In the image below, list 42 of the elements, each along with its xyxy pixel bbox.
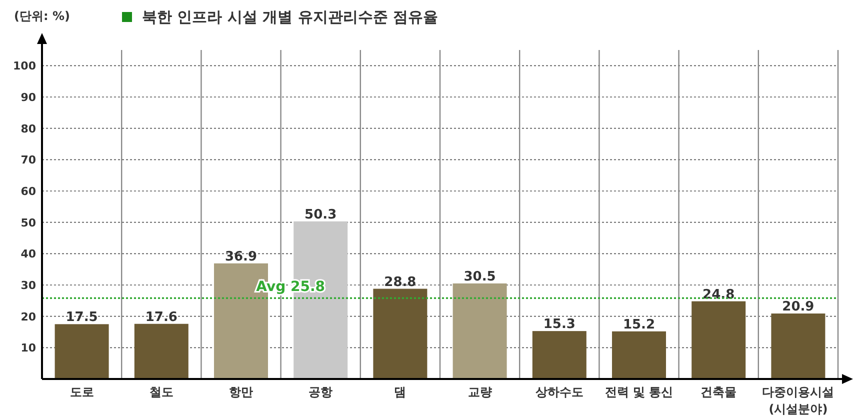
y-tick-label: 80 <box>20 122 36 136</box>
x-tick-label: 도로 <box>70 385 94 399</box>
data-label: 20.9 <box>782 300 814 315</box>
x-axis-title: (시설분야) <box>768 402 828 416</box>
data-label: 50.3 <box>304 207 337 222</box>
data-label: 17.5 <box>66 310 98 326</box>
bar <box>452 283 507 379</box>
y-tick-label: 20 <box>20 310 36 324</box>
chart-title: 북한 인프라 시설 개별 유지관리수준 점유율 <box>142 8 438 26</box>
bar <box>771 314 826 379</box>
y-tick-label: 50 <box>20 216 36 230</box>
x-tick-label: 상하수도 <box>534 385 584 399</box>
data-label: 15.3 <box>543 317 576 332</box>
bar <box>612 331 666 379</box>
data-label: 28.8 <box>384 274 416 290</box>
y-tick-label: 30 <box>20 279 36 292</box>
y-tick-label: 90 <box>20 91 36 104</box>
y-tick-label: 60 <box>20 185 36 198</box>
bar <box>54 324 109 379</box>
x-tick-label: 전력 및 통신 <box>604 385 674 399</box>
x-tick-label: 공항 <box>308 385 333 399</box>
y-tick-label: 70 <box>20 154 36 167</box>
bar <box>692 301 746 379</box>
bar <box>373 288 428 379</box>
y-tick-label: 40 <box>20 248 36 261</box>
x-tick-label: 철도 <box>149 385 174 399</box>
bar <box>294 221 348 379</box>
y-tick-label: 100 <box>13 60 36 73</box>
x-tick-label: 다중이용시설 <box>762 385 834 399</box>
y-axis-title: (단위: %) <box>14 9 70 23</box>
bar <box>532 331 586 379</box>
data-label: 17.6 <box>145 310 178 325</box>
y-tick-label: 10 <box>20 342 36 355</box>
data-label: 30.5 <box>464 269 496 284</box>
ref-line-label: Avg 25.8 <box>256 279 326 296</box>
data-label: 36.9 <box>224 249 258 264</box>
x-tick-label: 교량 <box>468 385 492 399</box>
x-tick-label: 항만 <box>229 385 253 399</box>
x-tick-label: 댐 <box>394 385 406 399</box>
bar <box>134 324 188 379</box>
data-label: 15.2 <box>622 317 656 332</box>
x-tick-label: 건축물 <box>700 385 737 399</box>
